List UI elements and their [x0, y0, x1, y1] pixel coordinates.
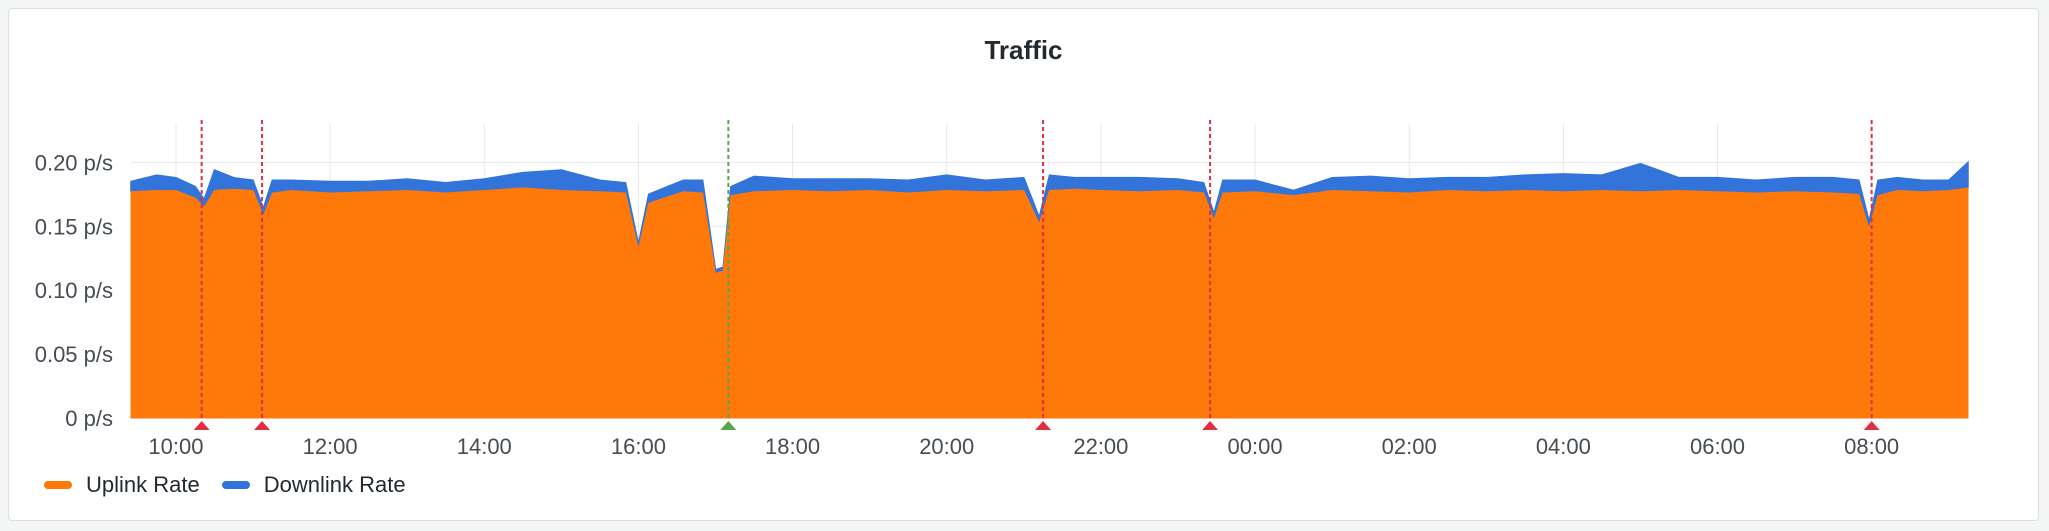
annotation-marker: [254, 421, 271, 430]
legend-swatch-uplink: [44, 481, 72, 489]
x-tick-label: 06:00: [1690, 434, 1745, 459]
annotation-marker: [1035, 421, 1052, 430]
y-tick-label: 0 p/s: [65, 406, 113, 431]
legend-item-uplink[interactable]: Uplink Rate: [44, 472, 200, 498]
x-tick-label: 12:00: [303, 434, 358, 459]
x-tick-label: 08:00: [1844, 434, 1899, 459]
legend: Uplink Rate Downlink Rate: [44, 472, 428, 498]
panel-title: Traffic: [984, 35, 1063, 65]
y-tick-label: 0.15 p/s: [35, 214, 113, 239]
series-area-uplink: [130, 187, 1969, 419]
x-tick-label: 16:00: [611, 434, 666, 459]
x-tick-label: 22:00: [1073, 434, 1128, 459]
y-tick-label: 0.20 p/s: [35, 150, 113, 175]
x-tick-label: 04:00: [1536, 434, 1591, 459]
x-tick-label: 02:00: [1382, 434, 1437, 459]
legend-swatch-downlink: [221, 481, 250, 489]
legend-label-uplink: Uplink Rate: [86, 472, 200, 497]
annotation-marker: [1863, 421, 1880, 430]
x-tick-label: 20:00: [919, 434, 974, 459]
y-tick-label: 0.10 p/s: [35, 278, 113, 303]
x-tick-label: 14:00: [457, 434, 512, 459]
legend-label-downlink: Downlink Rate: [263, 472, 406, 497]
annotation-marker: [193, 421, 210, 430]
annotation-marker: [720, 421, 737, 430]
x-tick-label: 18:00: [765, 434, 820, 459]
x-tick-label: 10:00: [148, 434, 203, 459]
y-tick-label: 0.05 p/s: [35, 342, 113, 367]
legend-item-downlink[interactable]: Downlink Rate: [221, 472, 406, 498]
x-tick-label: 00:00: [1228, 434, 1283, 459]
annotation-marker: [1202, 421, 1219, 430]
